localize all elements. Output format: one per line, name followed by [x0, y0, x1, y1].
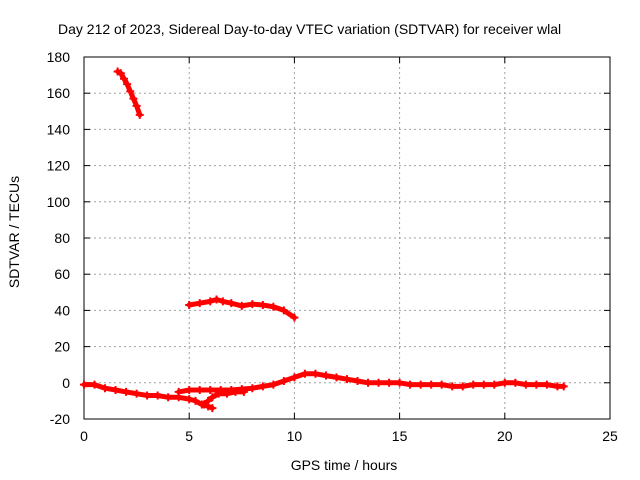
data-point: [191, 396, 200, 405]
x-tick-label: 15: [392, 428, 408, 444]
y-tick-label: 120: [47, 158, 71, 174]
plot-frame: [83, 56, 611, 420]
y-tick-label: 60: [54, 266, 70, 282]
data-point: [395, 378, 404, 387]
data-point: [164, 393, 173, 402]
x-tick-label: 5: [185, 428, 193, 444]
y-tick-label: 80: [54, 230, 70, 246]
y-axis-label: SDTVAR / TECUs: [6, 176, 22, 288]
data-point: [490, 380, 499, 389]
y-tick-label: 40: [54, 302, 70, 318]
data-point: [80, 380, 88, 389]
data-point: [185, 395, 194, 404]
data-point: [279, 376, 288, 385]
data-point: [208, 393, 217, 402]
data-point: [521, 380, 530, 389]
data-point: [416, 380, 425, 389]
data-point: [343, 375, 351, 384]
data-point: [223, 389, 232, 398]
data-point: [135, 110, 144, 119]
data-point: [212, 295, 221, 304]
axis-layer: 0 5 10 15 20 25 -20 0 20 40 60 80 100 120 140 160 180: [47, 49, 618, 444]
data-point: [111, 386, 120, 395]
data-point: [532, 380, 541, 389]
data-point: [237, 301, 246, 310]
y-tick-label: 160: [47, 85, 71, 101]
data-point: [332, 373, 341, 382]
data-point: [248, 384, 257, 393]
data-point: [559, 382, 568, 391]
data-point: [218, 297, 227, 306]
data-point: [448, 382, 457, 391]
y-tick-label: 0: [62, 375, 70, 391]
data-point: [195, 299, 204, 308]
data-point: [353, 376, 362, 385]
data-point: [208, 404, 217, 413]
data-point: [542, 380, 551, 389]
data-point: [239, 387, 248, 396]
x-tick-label: 0: [80, 428, 88, 444]
y-tick-label: 100: [47, 194, 71, 210]
data-point: [364, 378, 373, 387]
x-tick-label: 10: [287, 428, 303, 444]
data-point: [195, 386, 204, 395]
data-point: [311, 369, 320, 378]
grid-layer: [84, 57, 610, 419]
data-point: [123, 80, 132, 89]
data-point: [101, 384, 110, 393]
data-point: [437, 380, 446, 389]
data-point: [427, 380, 436, 389]
x-axis-label: GPS time / hours: [291, 457, 398, 473]
data-point: [116, 69, 125, 78]
data-point: [290, 373, 299, 382]
data-point: [122, 387, 131, 396]
data-point: [126, 87, 135, 96]
data-point: [300, 369, 309, 378]
y-tick-label: 180: [47, 49, 71, 65]
data-point: [227, 299, 236, 308]
data-point: [185, 386, 194, 395]
data-point: [90, 380, 99, 389]
x-tick-label: 20: [497, 428, 513, 444]
data-point: [258, 300, 267, 309]
y-tick-label: 140: [47, 121, 71, 137]
data-point: [469, 380, 478, 389]
data-point: [143, 391, 152, 400]
data-point: [458, 382, 467, 391]
data-point: [500, 378, 509, 387]
data-point: [258, 382, 267, 391]
data-point: [385, 378, 394, 387]
data-point: [204, 396, 213, 405]
data-point: [248, 300, 257, 309]
data-point: [406, 380, 415, 389]
x-tick-label: 25: [602, 428, 618, 444]
data-point: [479, 380, 488, 389]
data-point: [174, 387, 183, 396]
y-tick-label: 20: [54, 339, 70, 355]
data-point: [132, 101, 141, 110]
data-point: [153, 391, 162, 400]
data-point: [199, 400, 208, 409]
data-point: [374, 378, 383, 387]
chart-title: Day 212 of 2023, Sidereal Day-to-day VTE…: [58, 21, 561, 37]
data-point: [511, 378, 520, 387]
data-point: [206, 386, 215, 395]
data-point: [214, 389, 223, 398]
data-point: [290, 313, 299, 322]
data-point: [132, 389, 141, 398]
data-point: [206, 297, 215, 306]
data-point: [269, 380, 278, 389]
data-point: [185, 300, 194, 309]
data-point: [119, 74, 128, 83]
data-point: [321, 371, 330, 380]
y-tick-label: -20: [50, 411, 70, 427]
data-point: [129, 94, 138, 103]
series-layer: [80, 67, 568, 413]
data-point: [269, 302, 278, 311]
data-point: [231, 387, 240, 396]
data-point: [279, 306, 288, 315]
